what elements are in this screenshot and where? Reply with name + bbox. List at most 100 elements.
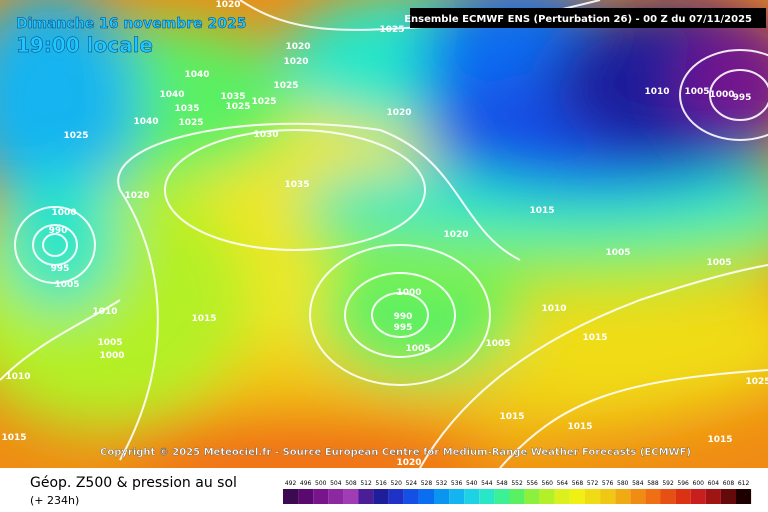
isobar-label: 1015 [707, 435, 732, 445]
scale-swatch [569, 489, 585, 504]
scale-label: 536 [451, 480, 463, 487]
isobar-label: 1025 [273, 81, 298, 91]
scale-label: 604 [708, 480, 720, 487]
scale-label: 588 [647, 480, 659, 487]
isobar-label: 1025 [63, 131, 88, 141]
scale-label: 556 [526, 480, 538, 487]
isobar-label: 1020 [283, 57, 308, 67]
isobar-label: 995 [733, 93, 752, 103]
isobar-label: 1025 [745, 377, 768, 387]
scale-swatch [675, 489, 691, 504]
scale-label: 592 [662, 480, 674, 487]
isobar-label: 1005 [54, 280, 79, 290]
scale-label: 600 [693, 480, 705, 487]
isobar-label: 1005 [684, 87, 709, 97]
isobar-label: 1010 [541, 304, 566, 314]
scale-swatch [539, 489, 555, 504]
isobar-label: 1035 [220, 92, 245, 102]
isobar-label: 1025 [251, 97, 276, 107]
footer-title: Géop. Z500 & pression au sol [30, 475, 237, 491]
isobar-label: 1015 [1, 433, 26, 443]
scale-label: 504 [330, 480, 342, 487]
isobar-label: 995 [51, 264, 70, 274]
isobar-label: 1040 [159, 90, 184, 100]
color-scale: 492 496 500 504 508 512 516 520 524 528 532 536 540 5… [283, 480, 752, 504]
isobar-label: 990 [394, 312, 413, 322]
isobar-label: 1025 [379, 25, 404, 35]
scale-label: 508 [345, 480, 357, 487]
isobar-label: 1035 [174, 104, 199, 114]
isobar-label: 1015 [191, 314, 216, 324]
scale-label: 612 [738, 480, 750, 487]
scale-swatch [600, 489, 616, 504]
scale-swatch [298, 489, 314, 504]
forecast-time: 19:00 locale [16, 33, 153, 57]
scale-label: 516 [375, 480, 387, 487]
scale-swatch [509, 489, 525, 504]
scale-swatch [434, 489, 450, 504]
isobar-label: 1020 [124, 191, 149, 201]
scale-swatch [630, 489, 646, 504]
scale-label: 552 [511, 480, 523, 487]
scale-label: 524 [406, 480, 418, 487]
isobar-label: 1030 [253, 130, 278, 140]
scale-swatch [615, 489, 631, 504]
isobar-label: 1020 [215, 0, 240, 10]
scale-label: 496 [300, 480, 312, 487]
scale-label: 548 [496, 480, 508, 487]
scale-swatch [705, 489, 721, 504]
isobar-label: 1010 [92, 307, 117, 317]
isobar-label: 1015 [582, 333, 607, 343]
isobar-label: 1010 [644, 87, 669, 97]
scale-label: 576 [602, 480, 614, 487]
scale-label: 544 [481, 480, 493, 487]
scale-label: 596 [677, 480, 689, 487]
isobar-label: 1000 [396, 288, 421, 298]
scale-label: 560 [542, 480, 554, 487]
isobar-label: 995 [394, 323, 413, 333]
isobar-label: 1005 [97, 338, 122, 348]
scale-swatch [403, 489, 419, 504]
scale-label: 520 [391, 480, 403, 487]
scale-swatch [283, 489, 299, 504]
scale-swatch [690, 489, 706, 504]
scale-swatch [343, 489, 359, 504]
scale-swatch [524, 489, 540, 504]
isobar-label: 1005 [485, 339, 510, 349]
scale-swatch [373, 489, 389, 504]
isobar-label: 1020 [443, 230, 468, 240]
scale-swatch [328, 489, 344, 504]
isobar-label: 1000 [99, 351, 124, 361]
isobar-label: 1020 [285, 42, 310, 52]
isobar-label: 1005 [706, 258, 731, 268]
scale-swatch [554, 489, 570, 504]
scale-swatch [358, 489, 374, 504]
forecast-date: Dimanche 16 novembre 2025 [16, 16, 246, 32]
isobar-label: 990 [49, 226, 68, 236]
scale-label: 608 [723, 480, 735, 487]
scale-swatch [479, 489, 495, 504]
isobar-label: 1010 [5, 372, 30, 382]
isobar-label: 1040 [184, 70, 209, 80]
scale-label: 564 [557, 480, 569, 487]
isobar-label: 1035 [284, 180, 309, 190]
scale-label: 512 [360, 480, 372, 487]
scale-label: 532 [436, 480, 448, 487]
isobar-label: 1025 [178, 118, 203, 128]
scale-swatch [736, 489, 752, 504]
isobar-label: 1015 [567, 422, 592, 432]
isobar-label: 1020 [396, 458, 421, 468]
scale-label: 528 [421, 480, 433, 487]
isobar-label: 1005 [405, 344, 430, 354]
isobar-label: 1015 [529, 206, 554, 216]
scale-label: 568 [572, 480, 584, 487]
scale-label: 540 [466, 480, 478, 487]
run-box [410, 8, 766, 28]
isobar-label: 1015 [499, 412, 524, 422]
scale-label: 492 [285, 480, 297, 487]
isobar-label: 1020 [386, 108, 411, 118]
scale-swatch [585, 489, 601, 504]
isobar-labels: 1020 1025 1020 1020 1040 1025 1040 1035 1025 1025… [1, 0, 768, 468]
